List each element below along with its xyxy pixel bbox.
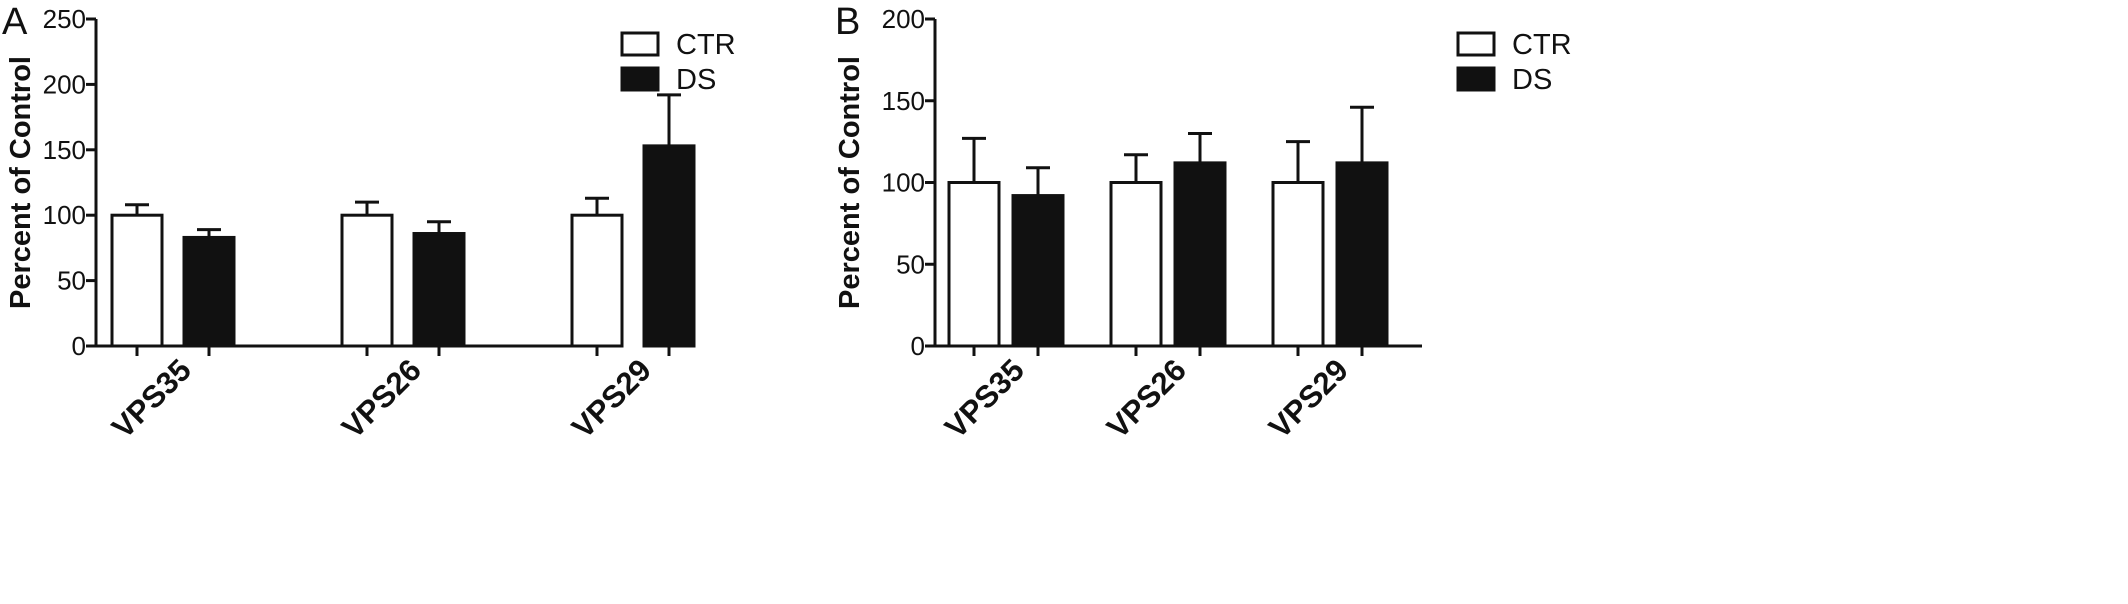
panel-a-bar-ctr xyxy=(570,213,624,348)
panel-a-bar-ctr xyxy=(110,213,164,348)
panel-b-y-tick-label: 200 xyxy=(882,4,925,34)
panel-b-bar-ds xyxy=(1173,161,1227,348)
panel-a-letter: A xyxy=(2,1,28,43)
panel-a-category-label: VPS29 xyxy=(565,352,658,445)
panel-b-y-tick-label: 150 xyxy=(882,86,925,116)
panel-b-y-tick-label: 100 xyxy=(882,168,925,198)
panel-b-y-tick-label: 0 xyxy=(911,331,925,361)
panel-b-bar-ds xyxy=(1011,194,1065,348)
panel-a-y-tick-label: 50 xyxy=(57,266,86,296)
panel-b-legend-swatch-ctr xyxy=(1456,31,1496,57)
panel-a-y-tick-label: 200 xyxy=(43,69,86,99)
panel-b-letter: B xyxy=(835,1,860,43)
panel-a-legend-swatch-ds xyxy=(620,66,660,92)
panel-a-category-label: VPS26 xyxy=(335,352,428,445)
panel-a-bar-ds xyxy=(182,235,236,348)
panel-a-bar-ds xyxy=(642,144,696,348)
panel-b-legend-label-ds: DS xyxy=(1512,64,1552,96)
panel-a-category-label: VPS35 xyxy=(105,352,198,445)
panel-b-bar-ctr xyxy=(1271,181,1325,348)
panel-b-category-label: VPS26 xyxy=(1100,352,1193,445)
panel-b-legend-swatch-ds xyxy=(1456,66,1496,92)
panel-a-y-tick-label: 0 xyxy=(72,331,86,361)
panel-b-y-axis-title: Percent of Control xyxy=(834,56,866,309)
panel-b-legend-label-ctr: CTR xyxy=(1512,29,1572,61)
panel-a-legend-swatch-ctr xyxy=(620,31,660,57)
panel-b-category-label: VPS35 xyxy=(938,352,1031,445)
panel-a-legend-label-ctr: CTR xyxy=(676,29,736,61)
panel-a-bar-ctr xyxy=(340,213,394,348)
panel-a-y-tick-label: 250 xyxy=(43,4,86,34)
panel-b-y-tick-label: 50 xyxy=(896,249,925,279)
panel-b-category-label: VPS29 xyxy=(1262,352,1355,445)
panel-a-legend-label-ds: DS xyxy=(676,64,716,96)
panel-b-bar-ctr xyxy=(947,181,1001,348)
panel-a-bar-ds xyxy=(412,232,466,348)
panel-b-bar-ctr xyxy=(1109,181,1163,348)
panel-a-y-tick-label: 100 xyxy=(43,200,86,230)
panel-b-bar-ds xyxy=(1335,161,1389,348)
panel-a-y-tick-label: 150 xyxy=(43,135,86,165)
panel-a-y-axis-title: Percent of Control xyxy=(5,56,37,309)
